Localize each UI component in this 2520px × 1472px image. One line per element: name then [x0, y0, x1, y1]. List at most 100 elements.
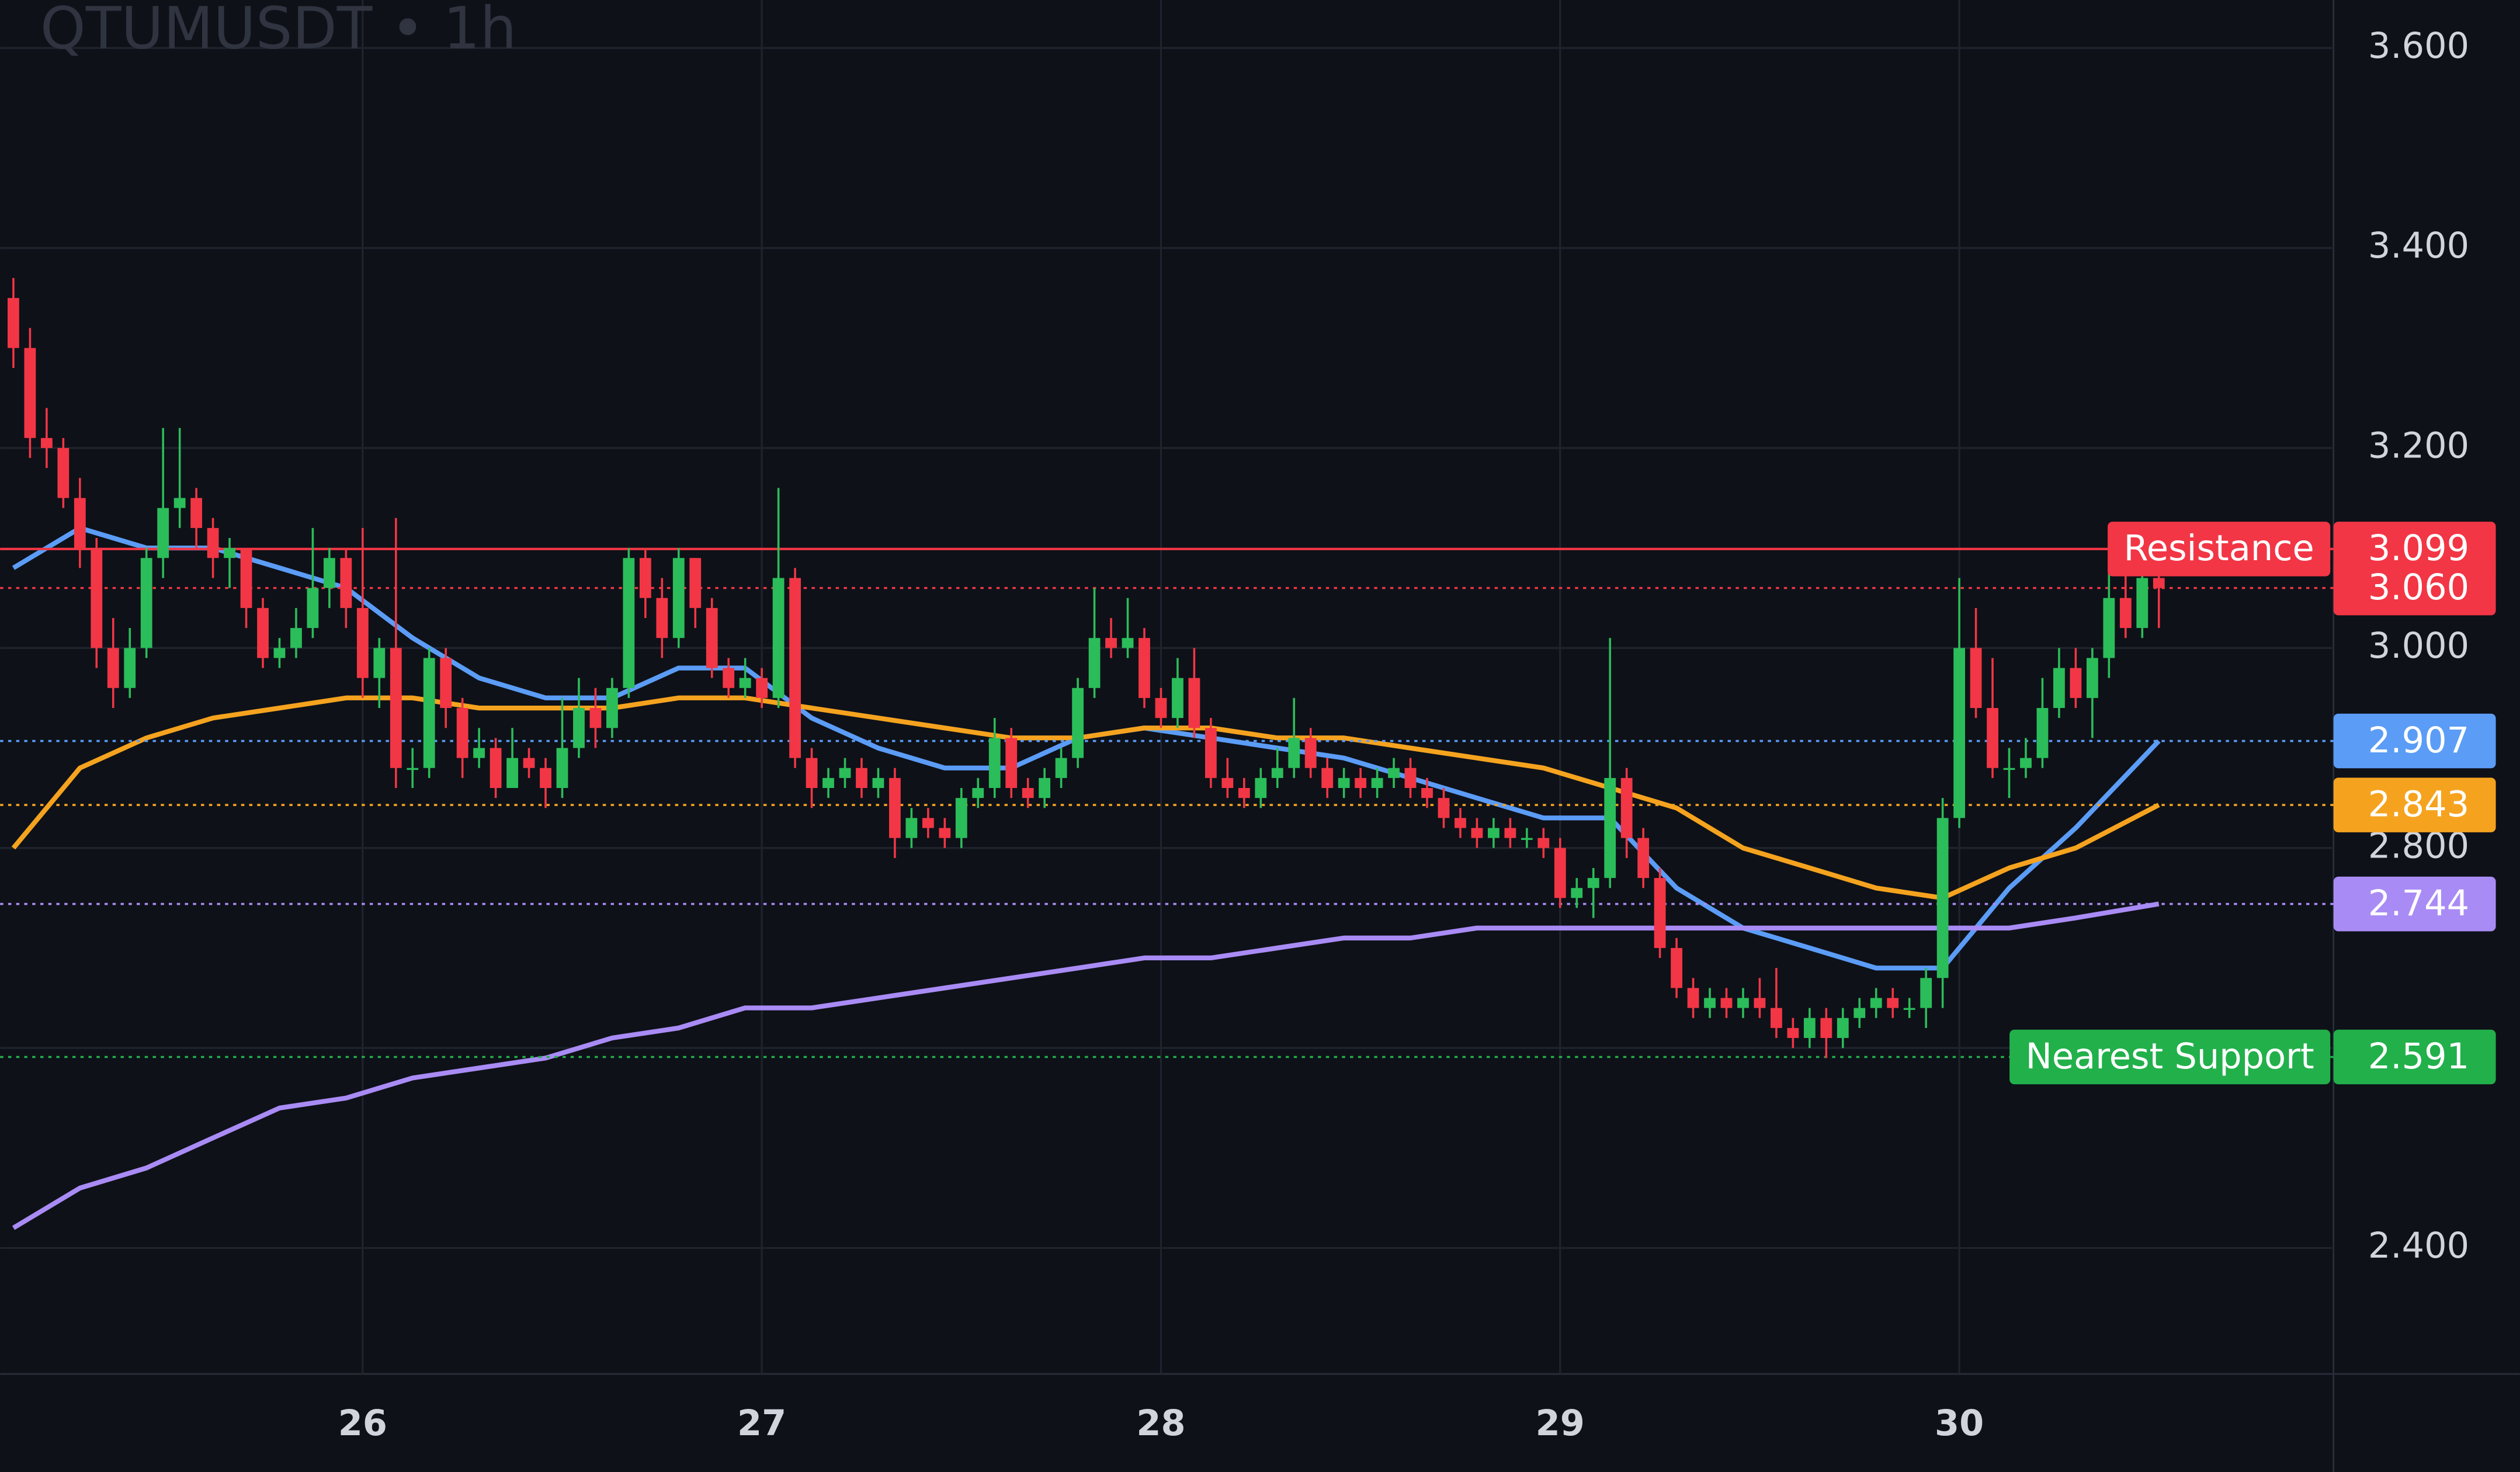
candle-body [1720, 998, 1733, 1008]
candle-body [656, 598, 668, 638]
y-tick-label: 2.400 [2368, 1225, 2469, 1266]
candle-body [523, 758, 535, 768]
candle-body [789, 578, 801, 758]
candle-body [689, 558, 702, 608]
candle-body [623, 558, 635, 688]
ma-line [12, 901, 2160, 1230]
candles [8, 277, 2165, 1058]
candle-body [456, 708, 468, 758]
candle-body [1970, 648, 1982, 709]
level-name-box [2009, 1029, 2331, 1085]
candle-body [24, 348, 36, 438]
candle-body [2003, 768, 2015, 770]
candle-body [1321, 768, 1334, 788]
candle-body [1953, 648, 1966, 818]
y-tick-label: 3.600 [2368, 26, 2469, 67]
level-name-box [2108, 522, 2331, 577]
candle-body [240, 548, 252, 608]
candle-body [756, 678, 768, 698]
candle-body [506, 758, 518, 788]
x-tick-label: 30 [1935, 1403, 1984, 1444]
candle-body [1105, 638, 1117, 648]
candle-body [1138, 638, 1150, 698]
candle-body [407, 768, 419, 770]
candle-body [290, 628, 302, 648]
candle-body [1903, 1008, 1915, 1010]
candle-body [2086, 658, 2098, 698]
candle-body [340, 558, 352, 608]
candle-body [1005, 738, 1018, 788]
price-label: 2.843 [2368, 784, 2469, 825]
price-label-box [2333, 1029, 2496, 1085]
candle-body [1620, 777, 1633, 838]
price-label: 2.907 [2368, 720, 2469, 761]
candle-body [1055, 758, 1067, 778]
candle-body [540, 768, 551, 788]
y-tick-label: 3.400 [2368, 225, 2469, 266]
candle-body [323, 558, 335, 588]
candle-body [473, 748, 485, 758]
candle-body [57, 447, 70, 498]
price-label-box [2333, 560, 2496, 616]
candle-body [1521, 838, 1533, 840]
candle-body [806, 758, 818, 788]
candle-body [1771, 1008, 1782, 1028]
candle-body [556, 748, 568, 788]
candle-body [772, 578, 785, 698]
candle-body [1571, 888, 1583, 898]
candle-body [2036, 708, 2049, 758]
candle-body [2020, 758, 2032, 768]
candle-body [1471, 828, 1483, 838]
candle-body [1920, 978, 1932, 1008]
candle-body [1421, 787, 1433, 799]
candle-body [1155, 697, 1167, 718]
candle-body [1088, 638, 1101, 688]
candle-body [157, 508, 169, 558]
level-name: Resistance [2124, 528, 2314, 569]
candle-body [8, 298, 19, 348]
candle-body [273, 648, 286, 658]
candle-body [939, 828, 951, 838]
candle-body [1255, 777, 1267, 799]
candle-body [706, 607, 718, 668]
candle-body [1338, 777, 1350, 788]
x-tick-label: 28 [1136, 1403, 1185, 1444]
price-label: 3.060 [2368, 567, 2469, 608]
price-label: 2.744 [2368, 883, 2469, 924]
candle-body [440, 658, 452, 709]
axis-labels: 2.4002.6002.8003.0003.2003.4003.60026272… [338, 26, 2496, 1444]
chart-title: QTUMUSDT • 1h [40, 0, 516, 62]
candle-body [1371, 777, 1383, 788]
candle-body [1587, 878, 1599, 888]
candle-body [423, 658, 435, 768]
candle-body [1737, 998, 1749, 1008]
candle-body [639, 558, 651, 598]
candle-body [207, 527, 219, 558]
candle-body [1936, 818, 1949, 978]
candle-body [1504, 828, 1516, 838]
candle-body [723, 668, 735, 688]
candle-body [739, 678, 751, 688]
candle-body [1355, 777, 1367, 788]
candle-body [190, 498, 203, 528]
candle-body [74, 498, 86, 548]
candle-body [307, 588, 319, 629]
candle-body [988, 738, 1001, 788]
price-label-box [2333, 713, 2496, 769]
candle-body [490, 748, 502, 788]
candle-body [922, 818, 934, 828]
candle-body [1637, 838, 1650, 879]
candle-body [1388, 768, 1400, 778]
candle-body [1455, 818, 1466, 828]
candle-body [2053, 668, 2065, 709]
price-label-box [2333, 876, 2496, 932]
candle-body [373, 648, 386, 678]
candle-body [856, 768, 867, 788]
candle-body [822, 777, 834, 788]
candle-body [1820, 1018, 1832, 1038]
candle-body [356, 607, 369, 678]
y-tick-label: 3.200 [2368, 426, 2469, 467]
x-tick-label: 27 [737, 1403, 786, 1444]
candle-body [224, 548, 235, 558]
